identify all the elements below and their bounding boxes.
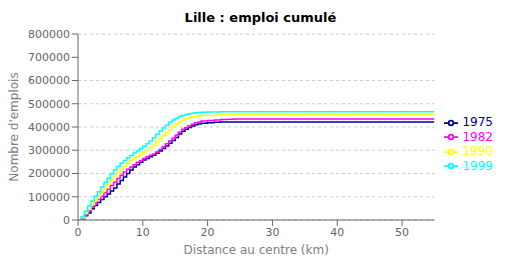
html-text:1990: 1990 xyxy=(462,144,493,158)
svg-text:500000: 500000 xyxy=(28,98,70,111)
svg-text:50: 50 xyxy=(395,226,409,239)
svg-text:40: 40 xyxy=(330,226,344,239)
html-text:Lille : emploi cumulé: Lille : emploi cumulé xyxy=(184,10,337,25)
svg-text:800000: 800000 xyxy=(28,28,70,41)
svg-text:400000: 400000 xyxy=(28,121,70,134)
svg-text:700000: 700000 xyxy=(28,51,70,64)
svg-text:200000: 200000 xyxy=(28,167,70,180)
svg-text:0: 0 xyxy=(63,214,70,227)
svg-text:100000: 100000 xyxy=(28,191,70,204)
svg-text:0: 0 xyxy=(75,226,82,239)
html-text:1982: 1982 xyxy=(462,129,493,144)
html-text:1975: 1975 xyxy=(462,115,493,129)
svg-text:300000: 300000 xyxy=(28,144,70,157)
html-text:1999: 1999 xyxy=(462,158,493,173)
svg-text:10: 10 xyxy=(136,226,150,239)
svg-text:Distance au centre (km): Distance au centre (km) xyxy=(184,243,329,257)
svg-text:Nombre d'emplois: Nombre d'emplois xyxy=(8,72,21,181)
svg-text:20: 20 xyxy=(201,226,215,239)
svg-text:600000: 600000 xyxy=(28,74,70,87)
svg-text:30: 30 xyxy=(265,226,279,239)
